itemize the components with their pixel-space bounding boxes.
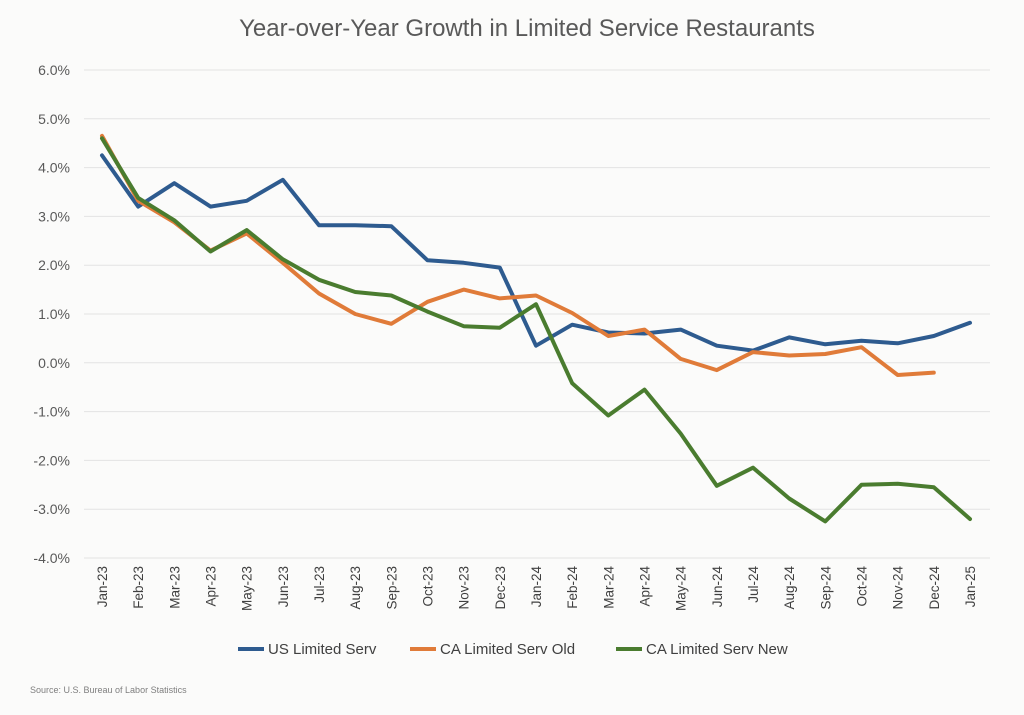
y-tick-label: 1.0%	[38, 306, 70, 322]
x-tick-label: Oct-24	[855, 566, 870, 607]
y-tick-label: 6.0%	[38, 62, 70, 78]
chart-title: Year-over-Year Growth in Limited Service…	[239, 15, 815, 42]
x-tick-label: Dec-23	[493, 566, 508, 610]
x-tick-label: Sep-24	[818, 566, 833, 610]
legend-label: CA Limited Serv New	[646, 641, 788, 658]
x-tick-label: Feb-24	[565, 566, 580, 609]
x-tick-label: Mar-24	[601, 566, 616, 609]
y-tick-label: 5.0%	[38, 111, 70, 127]
x-axis-ticks: Jan-23 Feb-23 Mar-23 Apr-23 May-23 Jun-23 Jul-…	[95, 566, 978, 612]
x-tick-label: Feb-23	[131, 566, 146, 609]
legend: US Limited Serv CA Limited Serv Old CA Lim…	[238, 641, 788, 658]
x-tick-label: May-23	[240, 566, 255, 611]
y-tick-label: 2.0%	[38, 257, 70, 273]
y-axis-ticks: 6.0% 5.0% 4.0% 3.0% 2.0% 1.0% 0.0% -1.0% -2.0% -3…	[33, 62, 70, 566]
x-tick-label: Jan-24	[529, 566, 544, 608]
x-tick-label: Apr-24	[638, 566, 653, 607]
x-tick-label: Jul-24	[746, 566, 761, 603]
y-tick-label: -2.0%	[33, 452, 70, 468]
x-tick-label: Nov-24	[891, 566, 906, 610]
x-tick-label: Aug-23	[348, 566, 363, 610]
legend-label: CA Limited Serv Old	[440, 641, 575, 658]
legend-label: US Limited Serv	[268, 641, 377, 658]
y-tick-label: -3.0%	[33, 501, 70, 517]
series-line-3	[100, 136, 972, 524]
y-tick-label: 0.0%	[38, 355, 70, 371]
y-tick-label: 3.0%	[38, 208, 70, 224]
x-tick-label: May-24	[674, 566, 689, 612]
x-tick-label: Aug-24	[782, 566, 797, 610]
x-tick-label: Jan-23	[95, 566, 110, 607]
x-tick-label: Jan-25	[963, 566, 978, 607]
x-tick-label: Jun-24	[710, 566, 725, 608]
gridlines	[84, 69, 990, 559]
source-note: Source: U.S. Bureau of Labor Statistics	[30, 685, 187, 695]
x-tick-label: Oct-23	[421, 566, 436, 607]
x-tick-label: Nov-23	[457, 566, 472, 610]
y-tick-label: -1.0%	[33, 404, 70, 420]
x-tick-label: Mar-23	[167, 566, 182, 609]
x-tick-label: Dec-24	[927, 566, 942, 610]
y-tick-label: 4.0%	[38, 160, 70, 176]
y-tick-label: -4.0%	[33, 550, 70, 566]
x-tick-label: Sep-23	[384, 566, 399, 610]
x-tick-label: Jun-23	[276, 566, 291, 607]
x-tick-label: Jul-23	[312, 566, 327, 603]
series-line-2	[100, 133, 936, 377]
x-tick-label: Apr-23	[204, 566, 219, 607]
series-lines	[100, 133, 972, 524]
series-line-1	[100, 153, 972, 353]
